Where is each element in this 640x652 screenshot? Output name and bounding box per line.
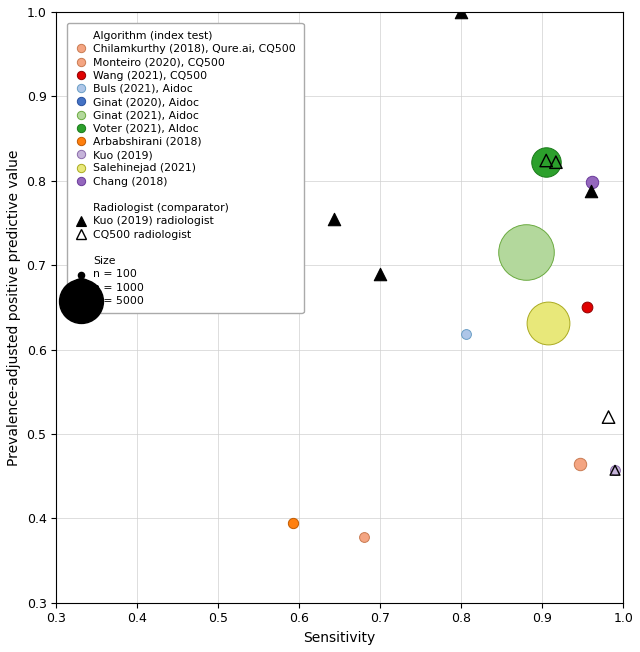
Point (287, 518, 298, 529)
Point (586, 186, 596, 196)
Point (456, 7, 467, 17)
Point (582, 301, 592, 312)
Point (375, 269, 385, 279)
Point (604, 412, 614, 422)
Point (575, 459, 585, 469)
Point (541, 155, 551, 166)
Point (329, 213, 339, 224)
Point (461, 329, 471, 340)
Legend: Algorithm (index test), Chilamkurthy (2018), Qure.ai, CQ500, Monteiro (2020), CQ: Algorithm (index test), Chilamkurthy (20… (67, 23, 303, 314)
Point (551, 157, 561, 168)
Point (588, 177, 598, 188)
Point (610, 465, 620, 475)
Point (359, 532, 369, 542)
Y-axis label: Prevalence-adjusted positive predictive value: Prevalence-adjusted positive predictive … (7, 149, 21, 466)
X-axis label: Sensitivity: Sensitivity (303, 631, 376, 645)
Point (531, 315, 541, 325)
Point (521, 246, 531, 257)
Point (610, 465, 620, 475)
Point (543, 318, 553, 328)
Point (541, 157, 551, 168)
